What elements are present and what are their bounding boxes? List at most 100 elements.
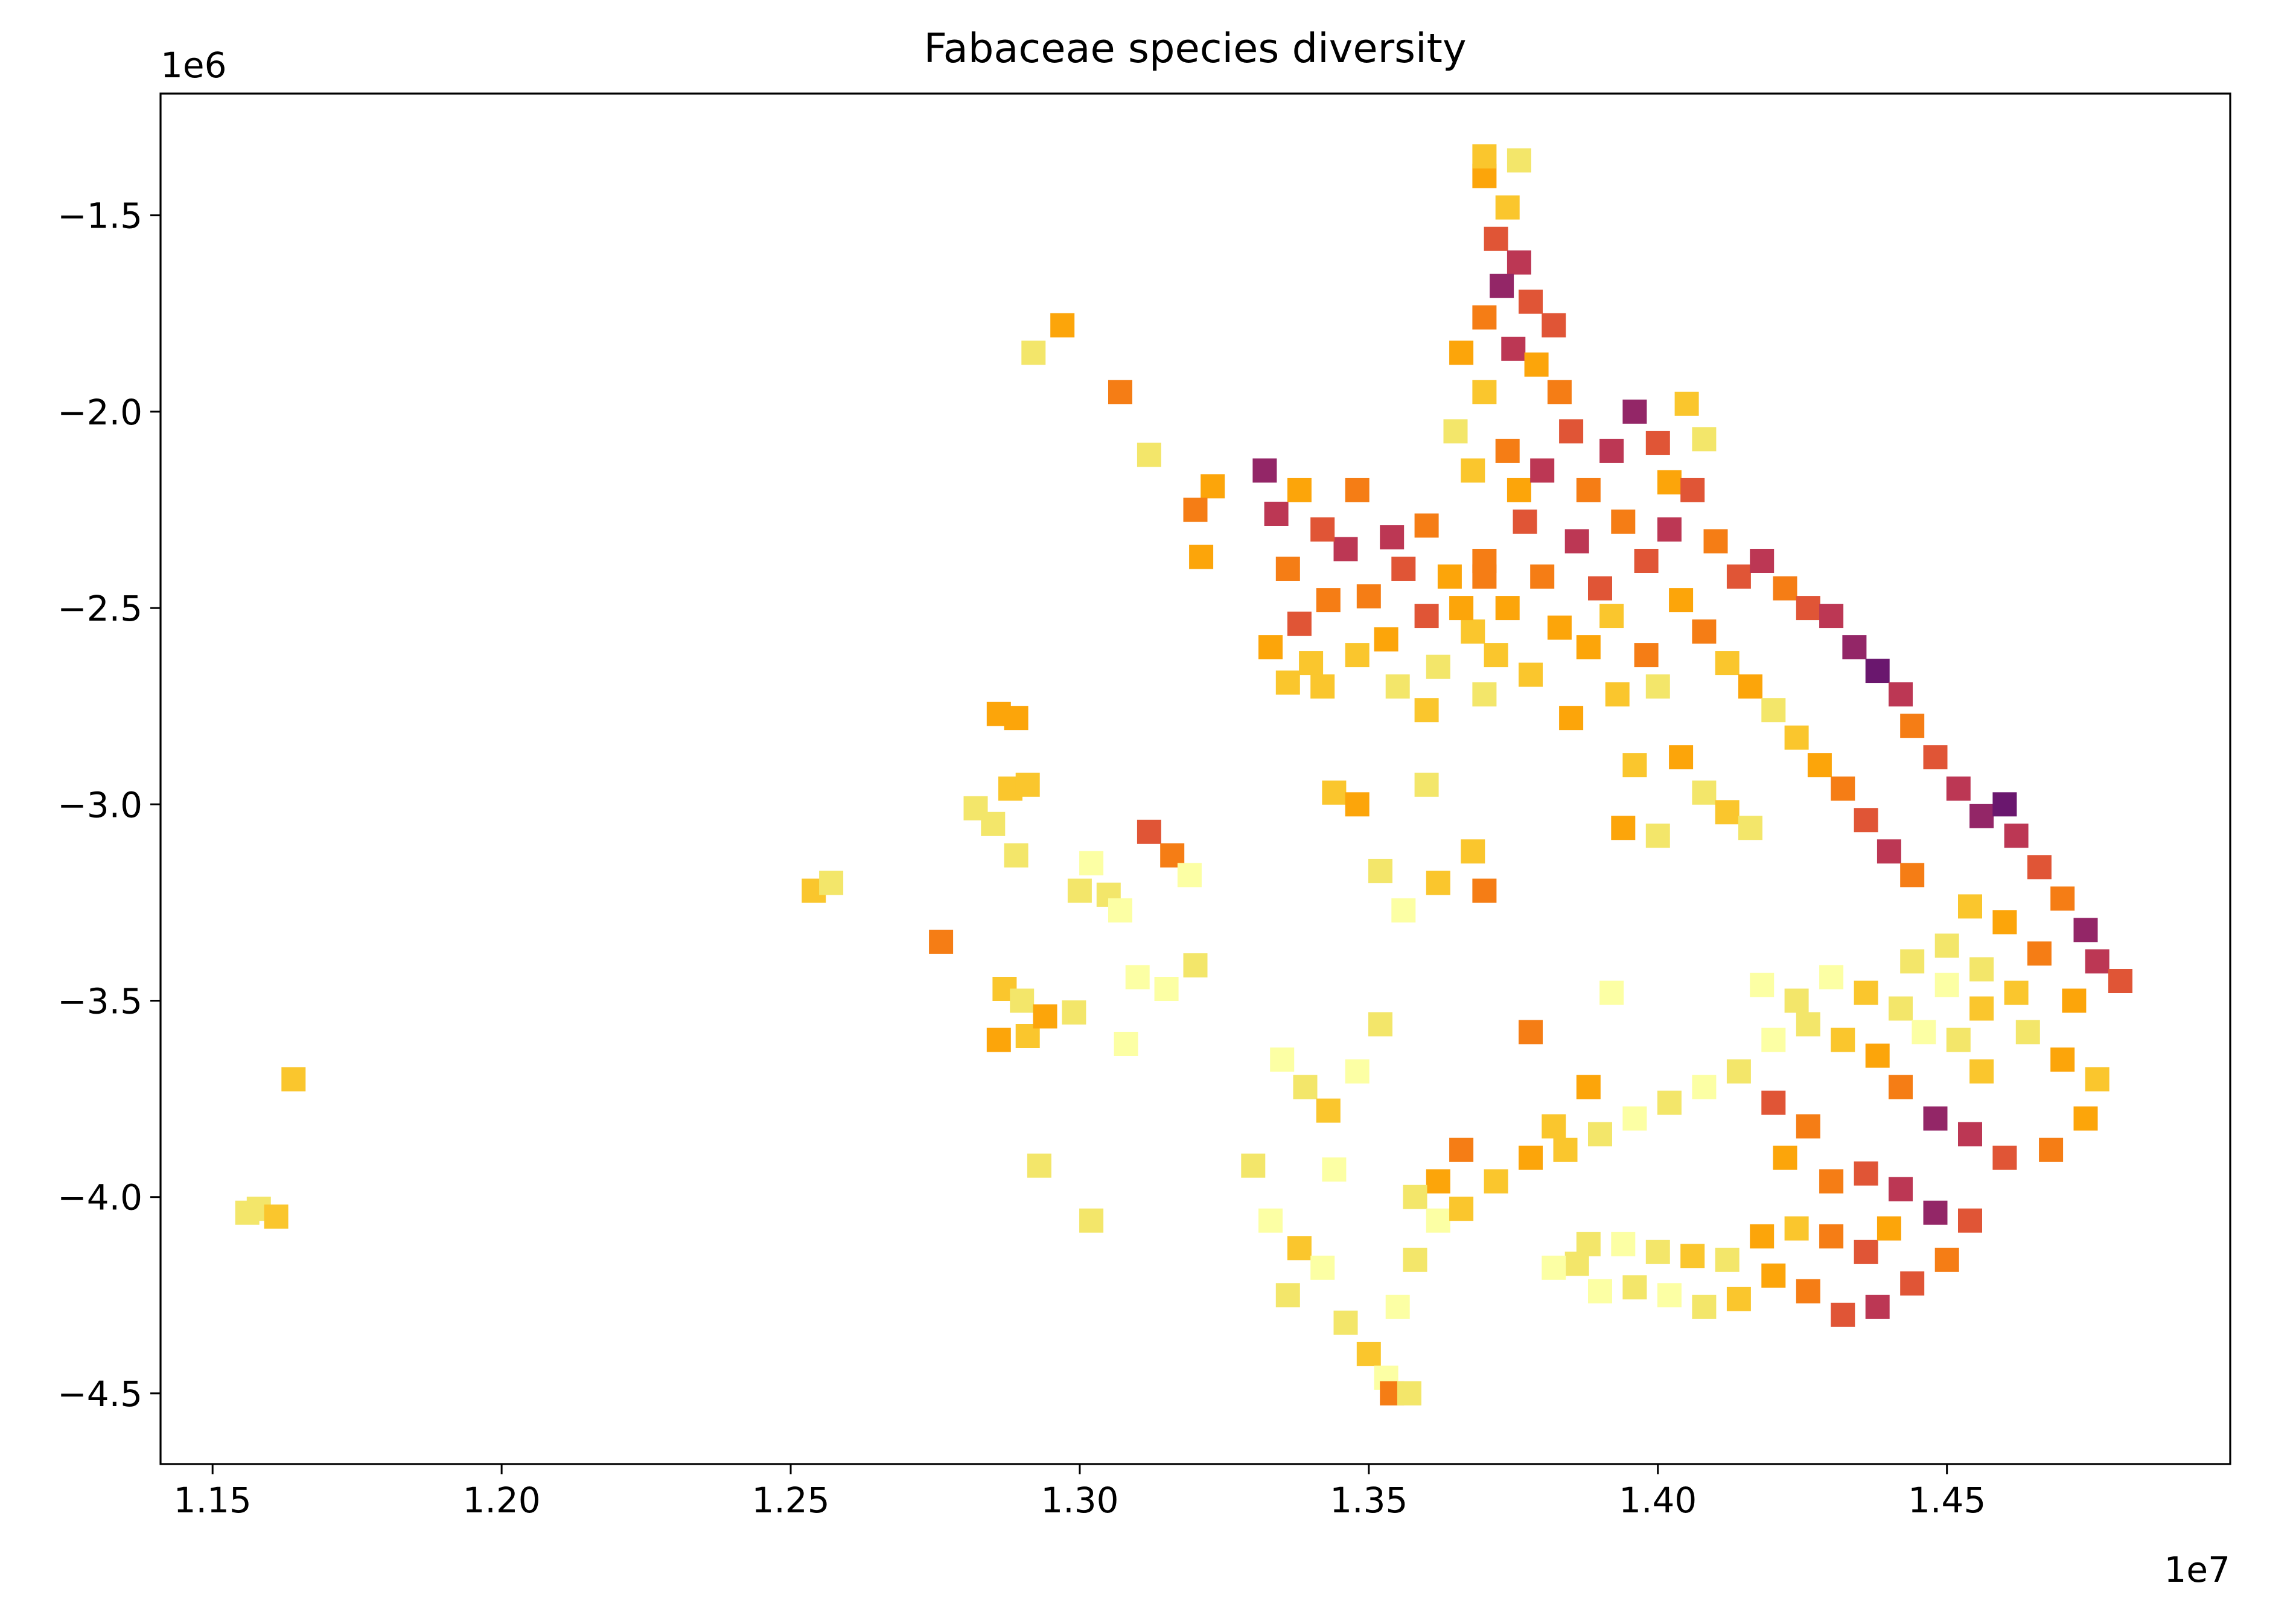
data-point (1900, 863, 1925, 887)
data-point (2027, 941, 2052, 966)
data-point (1889, 1177, 1913, 1201)
y-axis: −1.5 −2.0 −2.5 −3.0 −3.5 −4.0 −4.5 (57, 196, 161, 1415)
data-point (1542, 1255, 1566, 1280)
data-point (1750, 549, 1775, 573)
data-point (1426, 1208, 1450, 1233)
data-point (1958, 1208, 1982, 1233)
data-point (1472, 682, 1497, 707)
data-point (1807, 753, 1832, 778)
data-point (1062, 1000, 1086, 1025)
data-point (1692, 780, 1717, 805)
data-point (2039, 1137, 2064, 1162)
data-point (1588, 1122, 1612, 1146)
data-point (1241, 1153, 1266, 1178)
data-point (1669, 745, 1694, 770)
data-point (1050, 313, 1075, 337)
data-point (1726, 564, 1751, 589)
data-point (1900, 949, 1925, 974)
data-point (1033, 1004, 1057, 1029)
data-point (1622, 753, 1647, 778)
data-point (1923, 1200, 1948, 1225)
data-point (1472, 564, 1497, 589)
data-point (1449, 596, 1474, 621)
data-point (1345, 1059, 1370, 1084)
data-point (1738, 816, 1762, 840)
data-point (1252, 458, 1277, 483)
data-point (281, 1067, 306, 1092)
data-point (1426, 1169, 1450, 1194)
data-point (1761, 1263, 1786, 1288)
data-point (1027, 1153, 1051, 1178)
data-point (2004, 823, 2029, 848)
data-point (1784, 988, 1809, 1013)
data-point (1692, 619, 1717, 644)
data-point (2050, 1047, 2075, 1072)
data-point (1605, 682, 1630, 707)
y-tick-label: −1.5 (57, 196, 142, 237)
data-point (1137, 443, 1161, 467)
data-point (1287, 1236, 1312, 1261)
data-point (1854, 808, 1878, 833)
data-point (1611, 510, 1636, 534)
data-point (1657, 1283, 1682, 1308)
data-point (1507, 250, 1531, 275)
data-point (1900, 714, 1925, 738)
data-point (1449, 1137, 1474, 1162)
data-point (1385, 1294, 1410, 1319)
data-point (1761, 1090, 1786, 1115)
data-point (1010, 988, 1035, 1013)
data-point (1530, 458, 1555, 483)
data-point (1831, 1028, 1855, 1052)
data-point (1703, 529, 1728, 554)
data-point (1524, 352, 1549, 377)
data-point (1270, 1047, 1295, 1072)
y-tick-label: −4.5 (57, 1373, 142, 1415)
data-point (1564, 529, 1589, 554)
data-point (1796, 1279, 1820, 1303)
data-point (1403, 1247, 1427, 1272)
data-point (1275, 557, 1300, 581)
data-point (1622, 1275, 1647, 1300)
data-point (1969, 957, 1994, 982)
data-point (1865, 1043, 1890, 1068)
data-point (1819, 1224, 1844, 1249)
data-point (1946, 776, 1971, 801)
data-point (1819, 965, 1844, 990)
data-point (2073, 1106, 2098, 1131)
y-tick-label: −3.5 (57, 980, 142, 1022)
data-point (1287, 612, 1312, 636)
data-point (1310, 1255, 1335, 1280)
data-point (1634, 549, 1659, 573)
data-point (1368, 859, 1392, 883)
plot-frame (159, 92, 2231, 1465)
data-point (1067, 878, 1092, 903)
data-point (1559, 419, 1584, 444)
data-point (1576, 478, 1601, 502)
data-point (1726, 1287, 1751, 1311)
data-point (1275, 1283, 1300, 1308)
data-point (1293, 1075, 1318, 1099)
data-point (1449, 1197, 1474, 1221)
data-point (929, 929, 954, 954)
y-offset-label: 1e6 (161, 45, 227, 86)
data-point (1154, 977, 1179, 1001)
data-point (1796, 1012, 1820, 1037)
data-point (1992, 910, 2017, 935)
data-point (1784, 725, 1809, 750)
data-point (1542, 313, 1566, 337)
data-point (1645, 674, 1670, 699)
data-point (1657, 470, 1682, 494)
data-point (1015, 772, 1040, 797)
data-point (1391, 898, 1416, 923)
data-point (2015, 1020, 2040, 1044)
data-point (1380, 525, 1405, 549)
data-point (1622, 1106, 1647, 1131)
data-point (1189, 545, 1214, 569)
data-point (1125, 965, 1150, 990)
data-point (1310, 517, 1335, 542)
data-point (1934, 973, 1959, 997)
data-point (2004, 980, 2029, 1005)
data-point (819, 871, 844, 895)
data-point (1865, 659, 1890, 683)
data-point (1680, 1244, 1705, 1268)
